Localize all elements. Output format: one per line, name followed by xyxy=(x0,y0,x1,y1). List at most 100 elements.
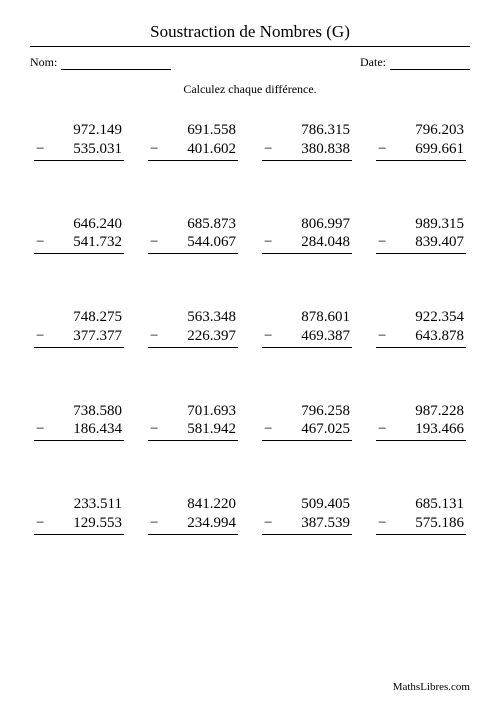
minuend: 646.240 xyxy=(34,215,124,234)
subtrahend-row: − 544.067 xyxy=(148,233,238,254)
subtrahend-row: − 839.407 xyxy=(376,233,466,254)
subtrahend-row: − 699.661 xyxy=(376,140,466,161)
subtrahend-row: −401.602 xyxy=(148,140,238,161)
subtrahend-row: − 581.942 xyxy=(148,420,238,441)
subtraction-problem: 691.558−401.602 xyxy=(148,121,238,161)
subtraction-problem: 786.315− 380.838 xyxy=(262,121,352,161)
subtrahend-row: −234.994 xyxy=(148,514,238,535)
subtraction-problem: 841.220−234.994 xyxy=(148,495,238,535)
minus-sign: − xyxy=(262,140,272,159)
subtrahend: 469.387 xyxy=(301,327,350,346)
minuend: 786.315 xyxy=(262,121,352,140)
subtrahend-row: − 467.025 xyxy=(262,420,352,441)
subtrahend-row: − 226.397 xyxy=(148,327,238,348)
subtrahend: 284.048 xyxy=(301,233,350,252)
minuend: 233.511 xyxy=(34,495,124,514)
subtraction-problem: 989.315− 839.407 xyxy=(376,215,466,255)
subtrahend-row: − 535.031 xyxy=(34,140,124,161)
subtrahend: 699.661 xyxy=(415,140,464,159)
minus-sign: − xyxy=(34,420,44,439)
subtrahend-row: − 186.434 xyxy=(34,420,124,441)
subtraction-problem: 701.693−581.942 xyxy=(148,402,238,442)
info-row: Nom: Date: xyxy=(30,55,470,70)
name-blank[interactable] xyxy=(61,57,171,70)
subtraction-problem: 509.405− 387.539 xyxy=(262,495,352,535)
page-title: Soustraction de Nombres (G) xyxy=(150,22,350,41)
minuend: 796.258 xyxy=(262,402,352,421)
subtrahend: 839.407 xyxy=(415,233,464,252)
minus-sign: − xyxy=(148,327,158,346)
minus-sign: − xyxy=(262,420,272,439)
subtraction-problem: 796.258− 467.025 xyxy=(262,402,352,442)
subtrahend: 643.878 xyxy=(415,327,464,346)
subtrahend-row: − 129.553 xyxy=(34,514,124,535)
subtraction-problem: 563.348− 226.397 xyxy=(148,308,238,348)
instruction-text: Calculez chaque différence. xyxy=(30,82,470,97)
footer-credit: MathsLibres.com xyxy=(393,681,470,693)
name-field: Nom: xyxy=(30,55,171,70)
subtraction-problem: 796.203− 699.661 xyxy=(376,121,466,161)
minuend: 738.580 xyxy=(34,402,124,421)
minus-sign: − xyxy=(376,140,386,159)
minus-sign: − xyxy=(376,514,386,533)
minuend: 841.220 xyxy=(148,495,238,514)
subtrahend: 193.466 xyxy=(415,420,464,439)
subtrahend: 467.025 xyxy=(301,420,350,439)
subtrahend-row: −575.186 xyxy=(376,514,466,535)
minuend: 563.348 xyxy=(148,308,238,327)
minus-sign: − xyxy=(262,327,272,346)
subtrahend: 226.397 xyxy=(187,327,236,346)
subtrahend: 581.942 xyxy=(187,420,236,439)
subtrahend: 380.838 xyxy=(301,140,350,159)
subtrahend: 377.377 xyxy=(73,327,122,346)
subtrahend: 544.067 xyxy=(187,233,236,252)
subtraction-problem: 878.601− 469.387 xyxy=(262,308,352,348)
subtraction-problem: 646.240−541.732 xyxy=(34,215,124,255)
minus-sign: − xyxy=(376,327,386,346)
minuend: 972.149 xyxy=(34,121,124,140)
name-label: Nom: xyxy=(30,55,57,70)
subtraction-problem: 806.997− 284.048 xyxy=(262,215,352,255)
subtraction-problem: 922.354− 643.878 xyxy=(376,308,466,348)
date-label: Date: xyxy=(360,55,386,70)
minus-sign: − xyxy=(148,233,158,252)
subtrahend-row: −541.732 xyxy=(34,233,124,254)
minuend: 509.405 xyxy=(262,495,352,514)
subtraction-problem: 685.131−575.186 xyxy=(376,495,466,535)
minus-sign: − xyxy=(34,514,44,533)
subtrahend-row: − 193.466 xyxy=(376,420,466,441)
minuend: 691.558 xyxy=(148,121,238,140)
minus-sign: − xyxy=(34,140,44,159)
minuend: 878.601 xyxy=(262,308,352,327)
subtrahend: 387.539 xyxy=(301,514,350,533)
minuend: 796.203 xyxy=(376,121,466,140)
minus-sign: − xyxy=(34,327,44,346)
minus-sign: − xyxy=(262,514,272,533)
minuend: 987.228 xyxy=(376,402,466,421)
minus-sign: − xyxy=(262,233,272,252)
subtraction-problem: 987.228− 193.466 xyxy=(376,402,466,442)
subtrahend: 186.434 xyxy=(73,420,122,439)
minuend: 685.873 xyxy=(148,215,238,234)
subtrahend-row: − 643.878 xyxy=(376,327,466,348)
title-container: Soustraction de Nombres (G) xyxy=(30,22,470,47)
minuend: 922.354 xyxy=(376,308,466,327)
subtrahend: 535.031 xyxy=(73,140,122,159)
subtrahend-row: − 380.838 xyxy=(262,140,352,161)
minus-sign: − xyxy=(376,233,386,252)
subtrahend: 129.553 xyxy=(73,514,122,533)
date-blank[interactable] xyxy=(390,57,470,70)
date-field: Date: xyxy=(360,55,470,70)
minus-sign: − xyxy=(376,420,386,439)
worksheet-page: Soustraction de Nombres (G) Nom: Date: C… xyxy=(0,0,500,707)
minuend: 806.997 xyxy=(262,215,352,234)
subtrahend-row: − 284.048 xyxy=(262,233,352,254)
minus-sign: − xyxy=(148,420,158,439)
subtrahend: 541.732 xyxy=(73,233,122,252)
subtrahend-row: − 387.539 xyxy=(262,514,352,535)
subtrahend-row: − 469.387 xyxy=(262,327,352,348)
minus-sign: − xyxy=(148,514,158,533)
subtrahend-row: − 377.377 xyxy=(34,327,124,348)
minuend: 748.275 xyxy=(34,308,124,327)
minuend: 989.315 xyxy=(376,215,466,234)
